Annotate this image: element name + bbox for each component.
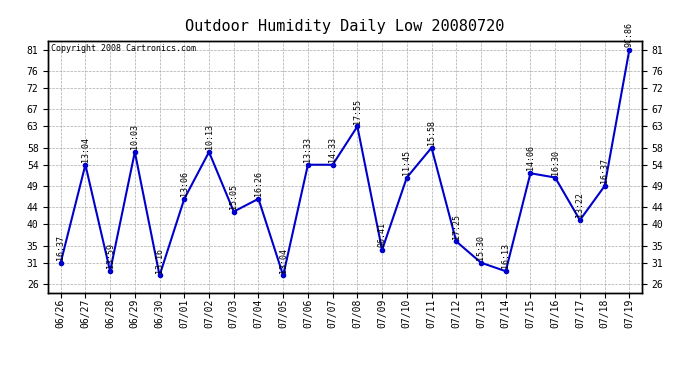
- Text: 13:04: 13:04: [279, 248, 288, 273]
- Text: 15:05: 15:05: [229, 184, 238, 209]
- Text: 9C:86: 9C:86: [625, 22, 634, 47]
- Text: 13:33: 13:33: [304, 137, 313, 162]
- Text: 16:37: 16:37: [56, 235, 65, 260]
- Text: 13:22: 13:22: [575, 192, 584, 217]
- Text: 15:30: 15:30: [477, 235, 486, 260]
- Text: Copyright 2008 Cartronics.com: Copyright 2008 Cartronics.com: [51, 44, 196, 53]
- Text: Outdoor Humidity Daily Low 20080720: Outdoor Humidity Daily Low 20080720: [186, 19, 504, 34]
- Text: 10:13: 10:13: [204, 124, 213, 149]
- Text: 13:16: 13:16: [155, 248, 164, 273]
- Text: 16:30: 16:30: [551, 150, 560, 175]
- Text: 13:04: 13:04: [81, 137, 90, 162]
- Text: 10:03: 10:03: [130, 124, 139, 149]
- Text: 11:45: 11:45: [402, 150, 411, 175]
- Text: 14:33: 14:33: [328, 137, 337, 162]
- Text: 17:55: 17:55: [353, 99, 362, 124]
- Text: 13:59: 13:59: [106, 243, 115, 268]
- Text: 06:41: 06:41: [377, 222, 386, 247]
- Text: 16:26: 16:26: [254, 171, 263, 196]
- Text: 16:37: 16:37: [600, 158, 609, 183]
- Text: 17:25: 17:25: [452, 214, 461, 238]
- Text: 15:58: 15:58: [427, 120, 436, 145]
- Text: 16:13: 16:13: [501, 243, 510, 268]
- Text: 14:06: 14:06: [526, 146, 535, 171]
- Text: 13:06: 13:06: [180, 171, 189, 196]
